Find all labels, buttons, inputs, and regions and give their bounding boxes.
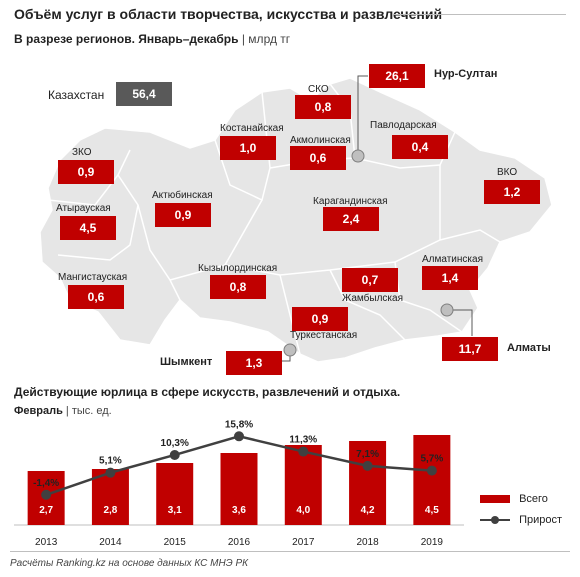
border-atyrau <box>57 174 139 261</box>
border-zko <box>47 149 131 206</box>
legend-total-label: Всего <box>519 493 548 505</box>
border-zhambyl <box>329 269 406 341</box>
growth-label-2017: 11,3% <box>289 435 317 446</box>
region-value-karaganda: 2,4 <box>323 207 379 231</box>
region-value-kyzylorda: 0,8 <box>210 275 266 299</box>
bar-2016 <box>220 453 258 525</box>
city-value-shymkent: 1,3 <box>226 351 282 375</box>
region-value-aktobe: 0,9 <box>155 203 211 227</box>
region-value-zko: 0,9 <box>58 160 114 184</box>
leader-nur-sultan <box>357 75 368 154</box>
x-tick-2015: 2015 <box>164 537 187 548</box>
map-subtitle-text: В разрезе регионов. Январь–декабрь <box>14 32 239 46</box>
region-value-kostanay: 1,0 <box>220 136 276 160</box>
almaty-marker <box>440 303 454 317</box>
region-value-akmola: 0,6 <box>290 146 346 170</box>
growth-label-2016: 15,8% <box>225 420 253 430</box>
chart-subtitle-text: Февраль <box>14 405 63 417</box>
x-tick-2019: 2019 <box>421 537 444 548</box>
leader-almaty <box>448 309 473 336</box>
growth-label-2013: -1,4% <box>33 478 59 489</box>
bar-2014 <box>91 469 129 525</box>
growth-point-2014 <box>105 467 116 478</box>
x-tick-2017: 2017 <box>292 537 315 548</box>
region-value-zhambyl: 0,7 <box>342 268 398 292</box>
region-label-turkestan: Туркестанская <box>290 330 358 341</box>
x-tick-2018: 2018 <box>356 537 379 548</box>
region-label-karaganda: Карагандинская <box>313 196 388 207</box>
region-label-zhambyl: Жамбылская <box>342 293 403 304</box>
region-label-kostanay: Костанайская <box>220 123 284 134</box>
bar-label-2018: 4,2 <box>361 505 375 516</box>
growth-label-2015: 10,3% <box>161 438 189 449</box>
x-tick-2016: 2016 <box>228 537 251 548</box>
x-tick-2014: 2014 <box>99 537 122 548</box>
region-label-akmola: Акмолинская <box>290 135 351 146</box>
region-value-turkestan: 0,9 <box>292 307 348 331</box>
region-label-zko: ЗКО <box>72 147 92 158</box>
city-label-almaty: Алматы <box>507 342 551 354</box>
growth-label-2018: 7,1% <box>356 449 379 460</box>
city-label-nur-sultan: Нур-Султан <box>434 68 498 80</box>
growth-label-2014: 5,1% <box>99 456 122 467</box>
region-label-mangistau: Мангистауская <box>58 272 128 283</box>
chart-subtitle: Февраль | тыс. ед. <box>14 405 112 417</box>
title-divider <box>392 14 566 15</box>
legend-total: Всего <box>480 493 548 505</box>
bar-label-2013: 2,7 <box>39 505 53 516</box>
x-tick-2013: 2013 <box>35 537 58 548</box>
legend-growth: Прирост <box>480 514 562 526</box>
page-title: Объём услуг в области творчества, искусс… <box>14 6 443 22</box>
shymkent-marker <box>283 343 297 357</box>
source-note: Расчёты Ranking.kz на основе данных КС М… <box>10 558 249 569</box>
region-label-sko: СКО <box>308 84 329 95</box>
city-value-nur-sultan: 26,1 <box>369 64 425 88</box>
region-value-sko: 0,8 <box>295 95 351 119</box>
region-label-atyrau: Атырауская <box>56 203 111 214</box>
bar-2015 <box>156 463 194 525</box>
growth-point-2018 <box>362 460 373 471</box>
bar-label-2019: 4,5 <box>425 505 439 516</box>
border-kyzylorda <box>279 274 301 355</box>
growth-point-2013 <box>41 489 52 500</box>
border-aktobe-west <box>137 204 181 301</box>
growth-point-2015 <box>169 449 180 460</box>
map-unit: | млрд тг <box>241 32 291 46</box>
region-value-mangistau: 0,6 <box>68 285 124 309</box>
bar-label-2016: 3,6 <box>232 505 246 516</box>
region-label-kyzylorda: Кызылординская <box>198 263 278 274</box>
region-label-pavlodar: Павлодарская <box>370 120 437 131</box>
bar-2018 <box>349 441 387 525</box>
bar-2017 <box>284 445 322 525</box>
growth-point-2017 <box>298 446 309 457</box>
bar-2019 <box>413 435 451 525</box>
legal-entities-chart: 2,7 2013 2,8 2014 3,1 2015 3,6 2016 4,0 2017 4,2 20… <box>14 420 464 548</box>
chart-unit: | тыс. ед. <box>65 405 112 417</box>
region-label-vko: ВКО <box>497 167 518 178</box>
region-value-pavlodar: 0,4 <box>392 135 448 159</box>
chart-title: Действующие юрлица в сфере искусств, раз… <box>14 385 401 399</box>
region-value-almaty-region: 1,4 <box>422 266 478 290</box>
region-value-vko: 1,2 <box>484 180 540 204</box>
legend-growth-label: Прирост <box>519 514 563 526</box>
bar-label-2014: 2,8 <box>103 505 117 516</box>
legend-growth-swatch <box>480 516 510 525</box>
kazakhstan-value: 56,4 <box>116 82 172 106</box>
city-label-shymkent: Шымкент <box>160 356 213 368</box>
kazakhstan-label: Казахстан <box>48 88 105 102</box>
nur-sultan-marker <box>351 149 365 163</box>
region-value-atyrau: 4,5 <box>60 216 116 240</box>
region-label-almaty-region: Алматинская <box>422 254 483 265</box>
region-label-aktobe: Актюбинская <box>152 190 213 201</box>
city-value-almaty: 11,7 <box>442 337 498 361</box>
growth-point-2016 <box>234 431 244 442</box>
bar-label-2017: 4,0 <box>296 505 310 516</box>
bar-label-2015: 3,1 <box>168 505 182 516</box>
growth-label-2019: 5,7% <box>420 454 443 465</box>
legend-total-swatch <box>480 495 510 504</box>
footer-divider <box>10 551 570 552</box>
growth-point-2019 <box>426 465 437 476</box>
map-subtitle: В разрезе регионов. Январь–декабрь | млр… <box>14 32 290 46</box>
